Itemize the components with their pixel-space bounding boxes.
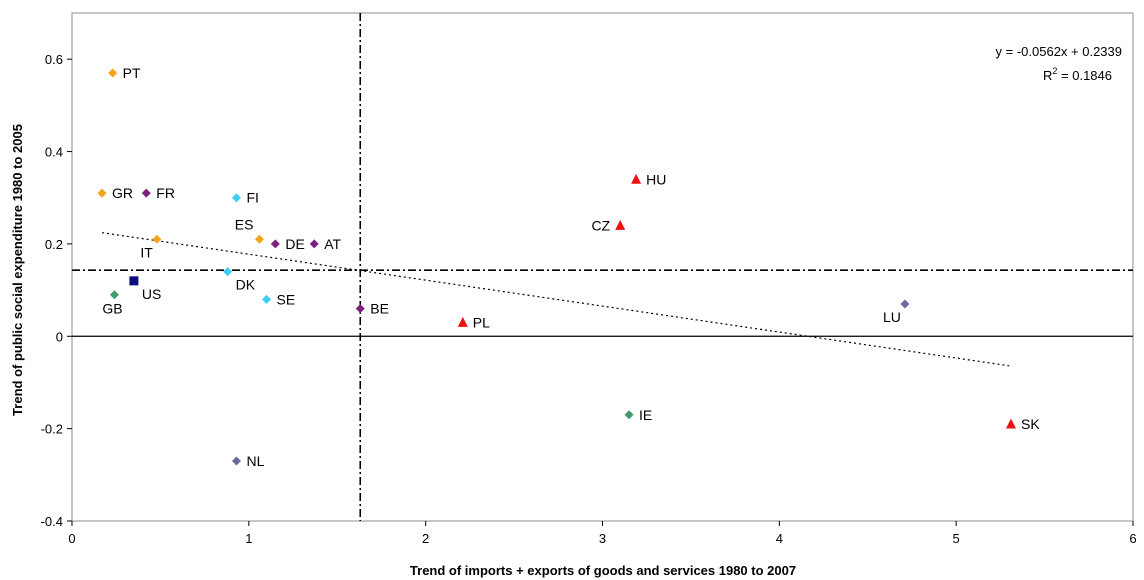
point-label-cz: CZ [592,217,611,233]
point-cz [615,219,626,230]
point-label-at: AT [324,236,341,252]
y-axis-title: Trend of public social expenditure 1980 … [10,124,25,416]
point-fi [231,193,241,203]
point-es [254,234,264,244]
point-pt [108,68,118,78]
point-label-gr: GR [112,185,133,201]
point-label-fi: FI [246,190,258,206]
x-tick-label: 1 [245,531,252,546]
point-be [355,304,365,314]
x-tick-label: 4 [776,531,783,546]
point-label-us: US [142,286,161,302]
point-at [309,239,319,249]
point-it [152,234,162,244]
point-nl [231,456,241,466]
x-tick-label: 0 [68,531,75,546]
point-ie [624,410,634,420]
point-label-lu: LU [883,309,901,325]
point-lu [900,299,910,309]
x-tick-label: 3 [599,531,606,546]
point-pl [457,316,468,327]
x-tick-label: 6 [1129,531,1136,546]
point-fr [141,188,151,198]
point-label-nl: NL [246,453,264,469]
point-us [129,276,139,286]
point-label-sk: SK [1021,416,1040,432]
y-tick-label: -0.4 [41,514,63,529]
point-label-be: BE [370,301,389,317]
point-gb [109,290,119,300]
point-label-fr: FR [156,185,175,201]
point-gr [97,188,107,198]
point-label-gb: GB [102,301,122,317]
point-de [270,239,280,249]
point-dk [223,267,233,277]
y-tick-label: -0.2 [41,422,63,437]
point-label-hu: HU [646,171,666,187]
equation-label: y = -0.0562x + 0.2339 [996,44,1122,59]
y-tick-label: 0.6 [45,52,63,67]
point-label-se: SE [277,291,296,307]
point-se [262,294,272,304]
point-label-pt: PT [123,65,141,81]
x-axis-title: Trend of imports + exports of goods and … [410,563,796,578]
y-tick-label: 0.2 [45,237,63,252]
point-label-ie: IE [639,407,652,423]
y-tick-label: 0 [56,329,63,344]
plot-area [71,12,1134,522]
point-label-it: IT [140,244,153,260]
point-hu [631,173,642,184]
y-tick-label: 0.4 [45,145,63,160]
x-tick-label: 2 [422,531,429,546]
r-squared-label: R2 = 0.1846 [1043,66,1112,83]
point-sk [1005,418,1016,429]
x-tick-label: 5 [953,531,960,546]
point-label-de: DE [285,236,304,252]
point-label-es: ES [235,216,254,232]
point-label-pl: PL [473,314,490,330]
point-label-dk: DK [236,277,256,293]
